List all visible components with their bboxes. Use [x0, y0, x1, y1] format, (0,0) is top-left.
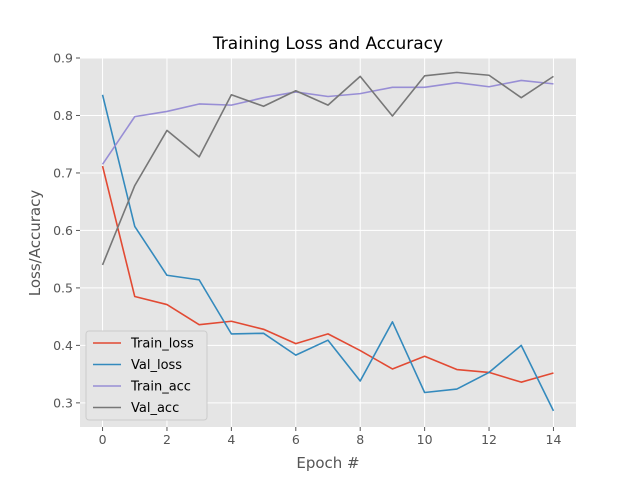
legend-box: [85, 330, 208, 421]
series-line-val-loss: [101, 94, 555, 412]
x-tick-label: 10: [417, 432, 433, 447]
legend-label-train-acc: Train_acc: [130, 380, 191, 395]
x-tick-label: 12: [481, 432, 497, 447]
legend: Train_loss Val_loss Train_acc Val_acc: [85, 330, 208, 421]
tick-labels: 0 2 4 6 8 10 12 14 0.3 0.4 0.5 0.6 0.7 0.8 0.9: [53, 51, 561, 448]
series-line-train-loss: [101, 165, 554, 383]
legend-label-train-loss: Train_loss: [130, 337, 194, 352]
x-tick-label: 6: [292, 432, 300, 447]
legend-label-val-loss: Val_loss: [131, 358, 182, 373]
x-axis-label: Epoch #: [296, 454, 359, 472]
legend-label-val-acc: Val_acc: [131, 401, 179, 416]
x-tick-label: 14: [546, 432, 562, 447]
x-tick-label: 0: [99, 432, 107, 447]
series-lines: [101, 71, 555, 412]
y-tick-label: 0.3: [53, 395, 73, 410]
x-tick-label: 8: [356, 432, 364, 447]
y-tick-label: 0.7: [53, 165, 73, 180]
y-axis-label: Loss/Accuracy: [26, 190, 44, 297]
y-tick-label: 0.4: [53, 338, 73, 353]
series-line-val-acc: [101, 71, 554, 266]
x-tick-label: 4: [227, 432, 235, 447]
x-tick-label: 2: [163, 432, 171, 447]
y-tick-label: 0.6: [53, 223, 73, 238]
y-tick-label: 0.9: [53, 51, 73, 66]
y-tick-label: 0.8: [53, 108, 73, 123]
chart-title: Training Loss and Accuracy: [212, 34, 443, 54]
y-tick-label: 0.5: [53, 280, 73, 295]
series-line-train-acc: [101, 79, 554, 165]
